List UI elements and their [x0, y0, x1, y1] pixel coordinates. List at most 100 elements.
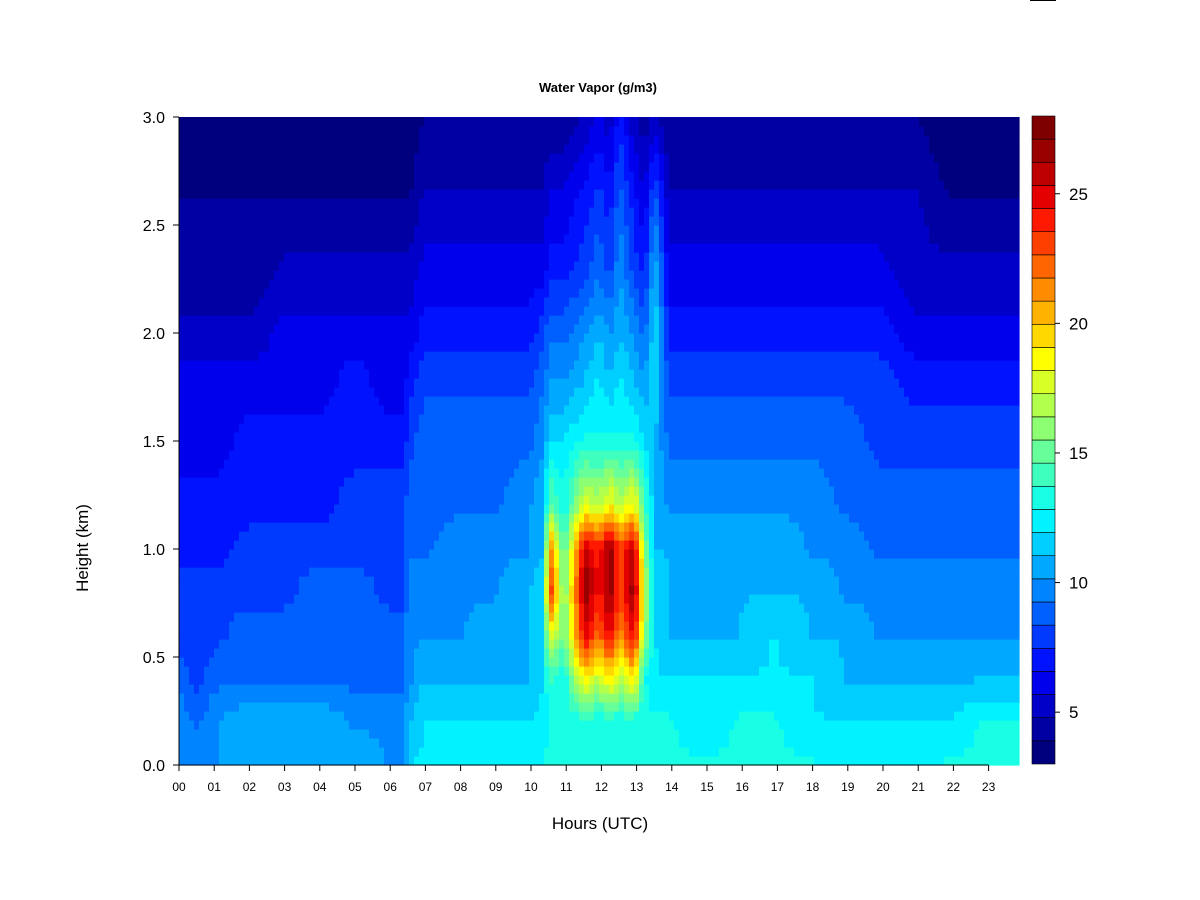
heatmap-cell — [289, 270, 295, 280]
heatmap-cell — [479, 567, 485, 577]
heatmap-cell — [324, 495, 330, 505]
heatmap-cell — [449, 351, 455, 361]
heatmap-cell — [409, 477, 415, 487]
heatmap-cell — [304, 567, 310, 577]
heatmap-cell — [419, 702, 425, 712]
heatmap-cell — [199, 702, 205, 712]
heatmap-cell — [464, 450, 470, 460]
heatmap-cell — [349, 711, 355, 721]
heatmap-cell — [274, 378, 280, 388]
heatmap-cell — [489, 117, 495, 127]
heatmap-cell — [209, 297, 215, 307]
heatmap-cell — [249, 756, 255, 766]
heatmap-cell — [264, 333, 270, 343]
heatmap-cell — [244, 423, 250, 433]
heatmap-cell — [239, 666, 245, 676]
heatmap-cell — [439, 135, 445, 145]
heatmap-cell — [479, 270, 485, 280]
heatmap-cell — [364, 387, 370, 397]
heatmap-cell — [364, 531, 370, 541]
heatmap-cell — [344, 459, 350, 469]
heatmap-cell — [314, 432, 320, 442]
heatmap-cell — [359, 513, 365, 523]
heatmap-cell — [349, 234, 355, 244]
heatmap-cell — [484, 585, 490, 595]
heatmap-cell — [274, 576, 280, 586]
heatmap-cell — [254, 558, 260, 568]
heatmap-cell — [314, 243, 320, 253]
heatmap-cell — [349, 243, 355, 253]
heatmap-cell — [179, 639, 185, 649]
heatmap-cell — [234, 540, 240, 550]
heatmap-cell — [479, 441, 485, 451]
heatmap-cell — [379, 549, 385, 559]
heatmap-cell — [419, 513, 425, 523]
heatmap-cell — [369, 135, 375, 145]
heatmap-cell — [519, 306, 525, 316]
heatmap-cell — [439, 342, 445, 352]
heatmap-cell — [499, 675, 505, 685]
heatmap-cell — [484, 702, 490, 712]
heatmap-cell — [444, 378, 450, 388]
heatmap-cell — [519, 558, 525, 568]
heatmap-cell — [189, 369, 195, 379]
heatmap-cell — [209, 180, 215, 190]
heatmap-cell — [284, 657, 290, 667]
heatmap-cell — [444, 171, 450, 181]
heatmap-cell — [384, 297, 390, 307]
heatmap-cell — [474, 612, 480, 622]
heatmap-cell — [324, 279, 330, 289]
heatmap-cell — [474, 576, 480, 586]
heatmap-cell — [414, 126, 420, 136]
heatmap-cell — [259, 621, 265, 631]
heatmap-cell — [429, 639, 435, 649]
heatmap-cell — [339, 540, 345, 550]
heatmap-cell — [494, 117, 500, 127]
heatmap-cell — [394, 387, 400, 397]
heatmap-cell — [439, 540, 445, 550]
heatmap-cell — [254, 513, 260, 523]
heatmap-cell — [369, 585, 375, 595]
heatmap-cell — [484, 558, 490, 568]
heatmap-cell — [264, 576, 270, 586]
heatmap-cell — [324, 189, 330, 199]
heatmap-cell — [449, 378, 455, 388]
heatmap-cell — [519, 369, 525, 379]
heatmap-cell — [474, 180, 480, 190]
heatmap-cell — [309, 720, 315, 730]
heatmap-cell — [284, 585, 290, 595]
heatmap-cell — [184, 486, 190, 496]
heatmap-cell — [449, 252, 455, 262]
heatmap-cell — [289, 144, 295, 154]
heatmap-cell — [349, 675, 355, 685]
heatmap-cell — [349, 693, 355, 703]
heatmap-cell — [449, 189, 455, 199]
heatmap-cell — [514, 648, 520, 658]
heatmap-cell — [314, 684, 320, 694]
heatmap-cell — [439, 558, 445, 568]
heatmap-cell — [259, 126, 265, 136]
heatmap-cell — [299, 333, 305, 343]
heatmap-cell — [504, 270, 510, 280]
heatmap-cell — [304, 189, 310, 199]
heatmap-cell — [289, 189, 295, 199]
heatmap-cell — [219, 216, 225, 226]
heatmap-cell — [324, 396, 330, 406]
heatmap-cell — [284, 288, 290, 298]
heatmap-cell — [464, 675, 470, 685]
heatmap-cell — [514, 261, 520, 271]
heatmap-cell — [444, 261, 450, 271]
heatmap-cell — [384, 342, 390, 352]
heatmap-cell — [234, 468, 240, 478]
heatmap-cell — [309, 648, 315, 658]
heatmap-cell — [499, 396, 505, 406]
heatmap-cell — [479, 738, 485, 748]
heatmap-cell — [379, 756, 385, 766]
heatmap-cell — [449, 621, 455, 631]
heatmap-cell — [394, 720, 400, 730]
heatmap-cell — [394, 225, 400, 235]
heatmap-cell — [359, 621, 365, 631]
heatmap-cell — [304, 729, 310, 739]
heatmap-cell — [449, 324, 455, 334]
heatmap-cell — [304, 252, 310, 262]
